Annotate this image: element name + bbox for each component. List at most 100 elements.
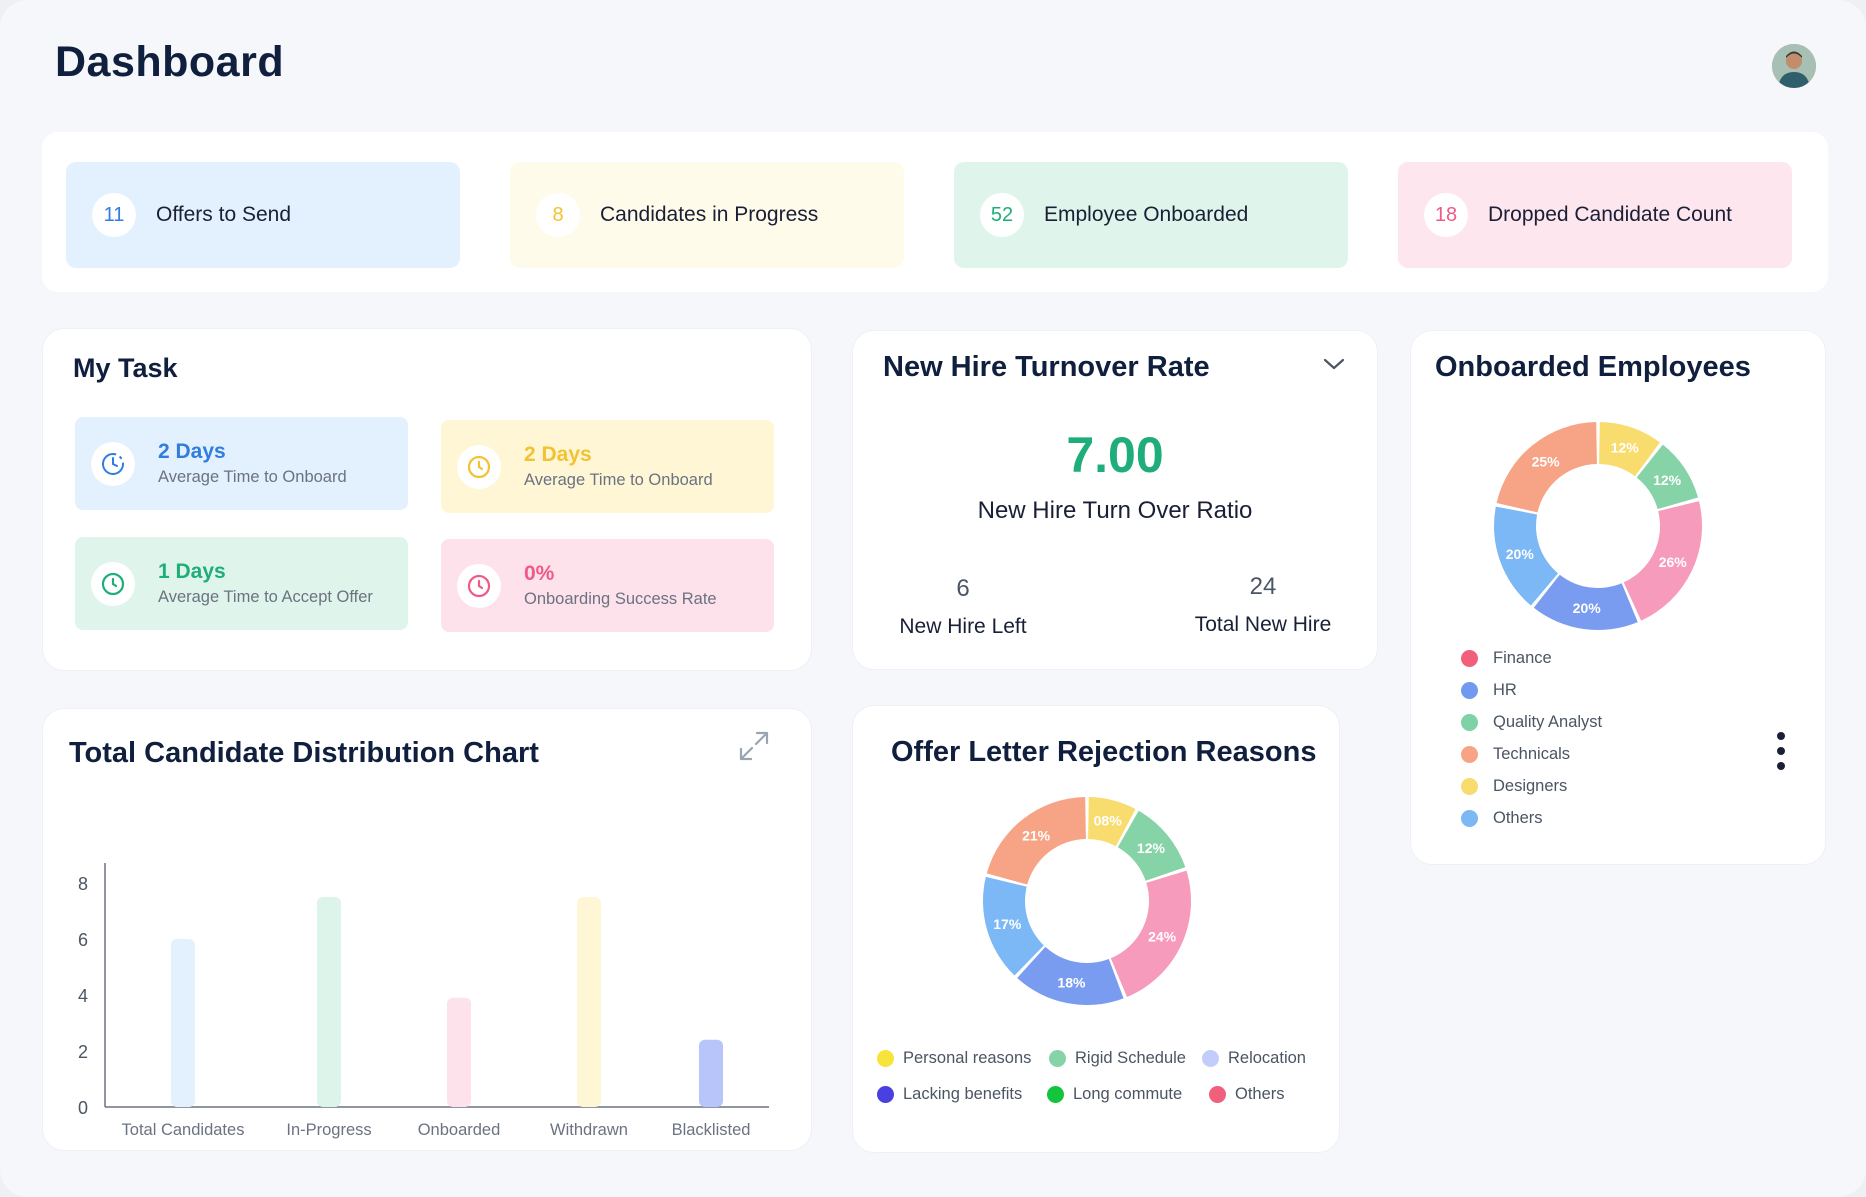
stat-label: Offers to Send bbox=[156, 203, 292, 226]
onboarded-slice-5[interactable] bbox=[1496, 422, 1597, 513]
bar-blacklisted[interactable] bbox=[699, 1039, 723, 1107]
stat-count: 8 bbox=[536, 193, 580, 237]
onboarded-slice-label: 25% bbox=[1532, 454, 1561, 470]
y-tick-label: 4 bbox=[78, 986, 88, 1006]
rejection-slice-label: 18% bbox=[1057, 975, 1086, 991]
rejection-slice-3[interactable] bbox=[1017, 946, 1124, 1005]
turnover-ratio-value: 7.00 bbox=[1066, 427, 1164, 483]
onboarded-slice-label: 20% bbox=[1573, 600, 1602, 616]
my-task-card: My Task 2 Days Average Time to Onboard 2… bbox=[42, 328, 812, 671]
legend-item: Finance bbox=[1461, 649, 1552, 668]
legend-dot bbox=[1461, 682, 1478, 699]
task-label: Average Time to Onboard bbox=[524, 471, 713, 489]
legend-dot bbox=[877, 1050, 894, 1067]
legend-item: Others bbox=[1209, 1085, 1285, 1104]
stat-card-offers-to-send[interactable]: 11 Offers to Send bbox=[66, 162, 460, 268]
onboarded-slice-1[interactable] bbox=[1636, 444, 1699, 510]
distribution-title: Total Candidate Distribution Chart bbox=[69, 737, 539, 769]
legend-item: Long commute bbox=[1047, 1085, 1182, 1104]
rejection-slice-label: 12% bbox=[1137, 840, 1166, 856]
y-tick-label: 2 bbox=[78, 1042, 88, 1062]
stat-label: Candidates in Progress bbox=[600, 203, 819, 226]
task-avg-time-to-onboard[interactable]: 2 Days Average Time to Onboard bbox=[75, 417, 408, 510]
task-value: 2 Days bbox=[158, 440, 226, 463]
legend-dot bbox=[1461, 746, 1478, 763]
rejection-slice-5[interactable] bbox=[986, 797, 1086, 885]
task-label: Onboarding Success Rate bbox=[524, 590, 717, 608]
task-onboarding-success-rate[interactable]: 0% Onboarding Success Rate bbox=[441, 539, 774, 632]
onboarded-employees-card: Onboarded Employees 12% 12% 26% 20% 20% 25% F… bbox=[1410, 330, 1826, 865]
y-tick-label: 6 bbox=[78, 930, 88, 950]
clock-icon bbox=[91, 561, 135, 606]
stat-count: 11 bbox=[92, 193, 136, 237]
legend-dot bbox=[1461, 810, 1478, 827]
rejection-card: Offer Letter Rejection Reasons 08% 12% 24%… bbox=[852, 705, 1340, 1153]
onboarded-slice-4[interactable] bbox=[1494, 506, 1559, 606]
onboarded-donut-chart: 12% 12% 26% 20% 20% 25% bbox=[1494, 422, 1702, 630]
rejection-title: Offer Letter Rejection Reasons bbox=[891, 736, 1317, 768]
rejection-donut-chart: 08% 12% 24% 18% 17% 21% bbox=[983, 797, 1191, 1005]
y-tick-label: 8 bbox=[78, 874, 88, 894]
y-tick-label: 0 bbox=[78, 1098, 88, 1118]
more-options-icon[interactable] bbox=[1776, 731, 1786, 776]
x-tick-label: Blacklisted bbox=[672, 1121, 751, 1139]
task-value: 2 Days bbox=[524, 443, 592, 466]
legend-label: Quality Analyst bbox=[1493, 713, 1603, 731]
turnover-title: New Hire Turnover Rate bbox=[883, 351, 1210, 383]
distribution-bar-chart: 0 2 4 6 8 Total Candidates In-Progress Onboarde… bbox=[78, 863, 769, 1139]
bar-in-progress[interactable] bbox=[317, 897, 341, 1107]
x-tick-label: In-Progress bbox=[286, 1121, 371, 1139]
stat-card-dropped-candidate-count[interactable]: 18 Dropped Candidate Count bbox=[1398, 162, 1792, 268]
user-avatar[interactable] bbox=[1772, 44, 1816, 88]
rejection-slice-2[interactable] bbox=[1110, 870, 1191, 998]
legend-label: Long commute bbox=[1073, 1085, 1183, 1103]
stat-card-candidates-in-progress[interactable]: 8 Candidates in Progress bbox=[510, 162, 904, 268]
rejection-slice-4[interactable] bbox=[983, 876, 1044, 976]
chevron-down-icon[interactable] bbox=[1323, 357, 1345, 376]
task-avg-time-to-onboard-2[interactable]: 2 Days Average Time to Onboard bbox=[441, 420, 774, 513]
legend-item: HR bbox=[1461, 681, 1517, 700]
onboarded-slice-label: 12% bbox=[1611, 439, 1640, 455]
onboarded-slice-2[interactable] bbox=[1623, 501, 1702, 621]
rejection-slice-label: 08% bbox=[1094, 813, 1123, 829]
stat-count: 52 bbox=[980, 193, 1024, 237]
x-tick-label: Total Candidates bbox=[122, 1121, 245, 1139]
legend-dot bbox=[1461, 714, 1478, 731]
legend-item: Technicals bbox=[1461, 745, 1570, 764]
x-tick-label: Withdrawn bbox=[550, 1121, 628, 1139]
legend-dot bbox=[1047, 1086, 1064, 1103]
legend-label: Finance bbox=[1493, 649, 1552, 667]
page-title: Dashboard bbox=[55, 38, 285, 86]
task-label: Average Time to Onboard bbox=[158, 468, 347, 486]
timer-icon bbox=[91, 441, 135, 486]
stat-label: Employee Onboarded bbox=[1044, 203, 1249, 226]
clock-icon bbox=[457, 563, 501, 608]
bar-total-candidates[interactable] bbox=[171, 939, 195, 1107]
legend-item: Lacking benefits bbox=[877, 1085, 1022, 1104]
onboarded-slice-3[interactable] bbox=[1533, 574, 1638, 630]
legend-dot bbox=[1049, 1050, 1066, 1067]
task-avg-time-to-accept-offer[interactable]: 1 Days Average Time to Accept Offer bbox=[75, 537, 408, 630]
legend-dot bbox=[1461, 650, 1478, 667]
legend-dot bbox=[1202, 1050, 1219, 1067]
expand-icon[interactable] bbox=[737, 729, 771, 768]
stat-card-employee-onboarded[interactable]: 52 Employee Onboarded bbox=[954, 162, 1348, 268]
bar-onboarded[interactable] bbox=[447, 997, 471, 1107]
legend-item: Others bbox=[1461, 809, 1543, 828]
rejection-slice-1[interactable] bbox=[1117, 810, 1186, 881]
total-new-hire-label: Total New Hire bbox=[1194, 613, 1332, 636]
turnover-ratio-label: New Hire Turn Over Ratio bbox=[977, 497, 1253, 524]
clock-icon bbox=[457, 444, 501, 489]
legend-item: Relocation bbox=[1202, 1049, 1306, 1068]
legend-label: Lacking benefits bbox=[903, 1085, 1023, 1103]
bar-withdrawn[interactable] bbox=[577, 897, 601, 1107]
rejection-slice-0[interactable] bbox=[1088, 797, 1136, 847]
legend-label: Others bbox=[1235, 1085, 1285, 1103]
legend-item: Designers bbox=[1461, 777, 1567, 796]
onboarded-title: Onboarded Employees bbox=[1435, 351, 1751, 383]
legend-label: Relocation bbox=[1228, 1049, 1306, 1067]
legend-label: Others bbox=[1493, 809, 1543, 827]
new-hire-left-value: 6 bbox=[956, 575, 970, 602]
onboarded-slice-0[interactable] bbox=[1599, 422, 1660, 477]
legend-label: Rigid Schedule bbox=[1075, 1049, 1186, 1067]
